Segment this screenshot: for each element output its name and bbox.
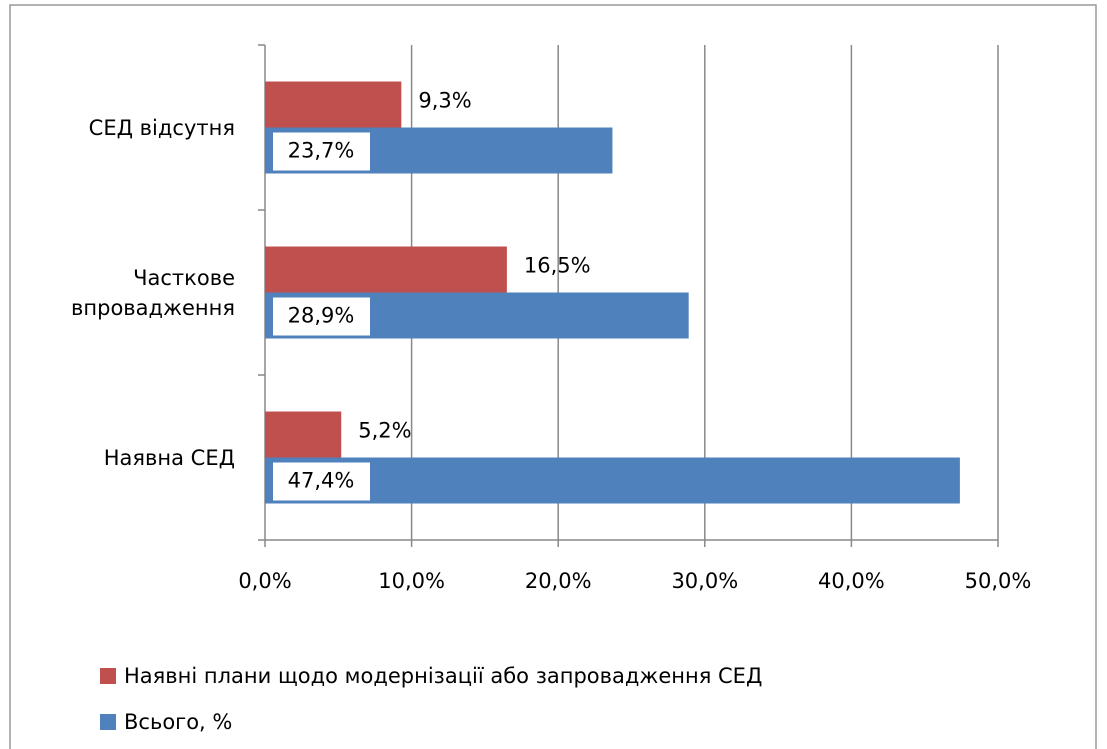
y-tick-label: Наявна СЕД [103,445,235,470]
legend-label: Всього, % [124,710,232,734]
bar [265,457,960,504]
value-label: 5,2% [358,419,411,443]
value-label: 23,7% [288,139,355,163]
bar [265,81,402,128]
x-tick-label: 40,0% [818,569,885,593]
legend-label: Наявні плани щодо модернізації або запро… [124,664,762,688]
bar [265,246,507,293]
x-tick-label: 50,0% [965,569,1032,593]
value-label-box [273,462,370,501]
x-tick-label: 20,0% [525,569,592,593]
bar [265,411,342,458]
value-label: 16,5% [524,254,591,278]
value-label-box [273,132,370,171]
chart-border [9,4,1097,749]
y-tick-label: Часткове впровадження [71,265,235,320]
x-tick-label: 30,0% [671,569,738,593]
legend-swatch [100,714,116,730]
value-label-box [273,297,370,336]
value-label: 9,3% [418,89,471,113]
x-tick-label: 0,0% [238,569,291,593]
legend-swatch [100,668,116,684]
y-tick-label: СЕД відсутня [88,115,235,140]
value-label: 47,4% [288,469,355,493]
value-label: 28,9% [288,304,355,328]
x-tick-label: 10,0% [378,569,445,593]
